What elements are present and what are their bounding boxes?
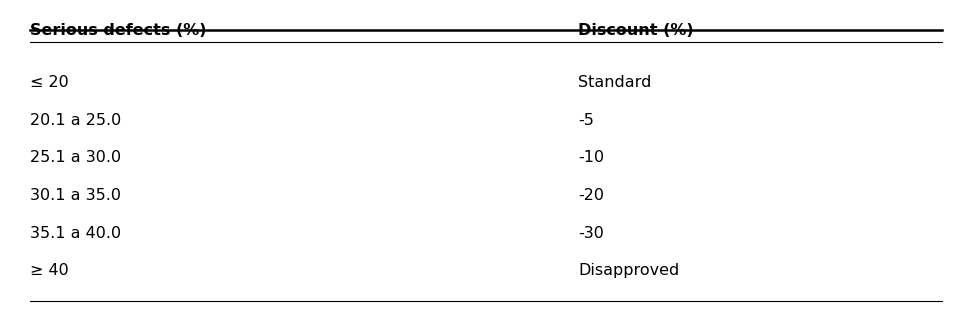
- Text: Disapproved: Disapproved: [578, 263, 679, 278]
- Text: -10: -10: [578, 150, 605, 165]
- Text: -5: -5: [578, 112, 594, 128]
- Text: 35.1 a 40.0: 35.1 a 40.0: [30, 226, 122, 240]
- Text: 25.1 a 30.0: 25.1 a 30.0: [30, 150, 122, 165]
- Text: -20: -20: [578, 188, 604, 203]
- Text: ≥ 40: ≥ 40: [30, 263, 69, 278]
- Text: ≤ 20: ≤ 20: [30, 75, 69, 90]
- Text: 20.1 a 25.0: 20.1 a 25.0: [30, 112, 122, 128]
- Text: 30.1 a 35.0: 30.1 a 35.0: [30, 188, 122, 203]
- Text: Serious defects (%): Serious defects (%): [30, 23, 207, 38]
- Text: Standard: Standard: [578, 75, 651, 90]
- Text: -30: -30: [578, 226, 604, 240]
- Text: Discount (%): Discount (%): [578, 23, 694, 38]
